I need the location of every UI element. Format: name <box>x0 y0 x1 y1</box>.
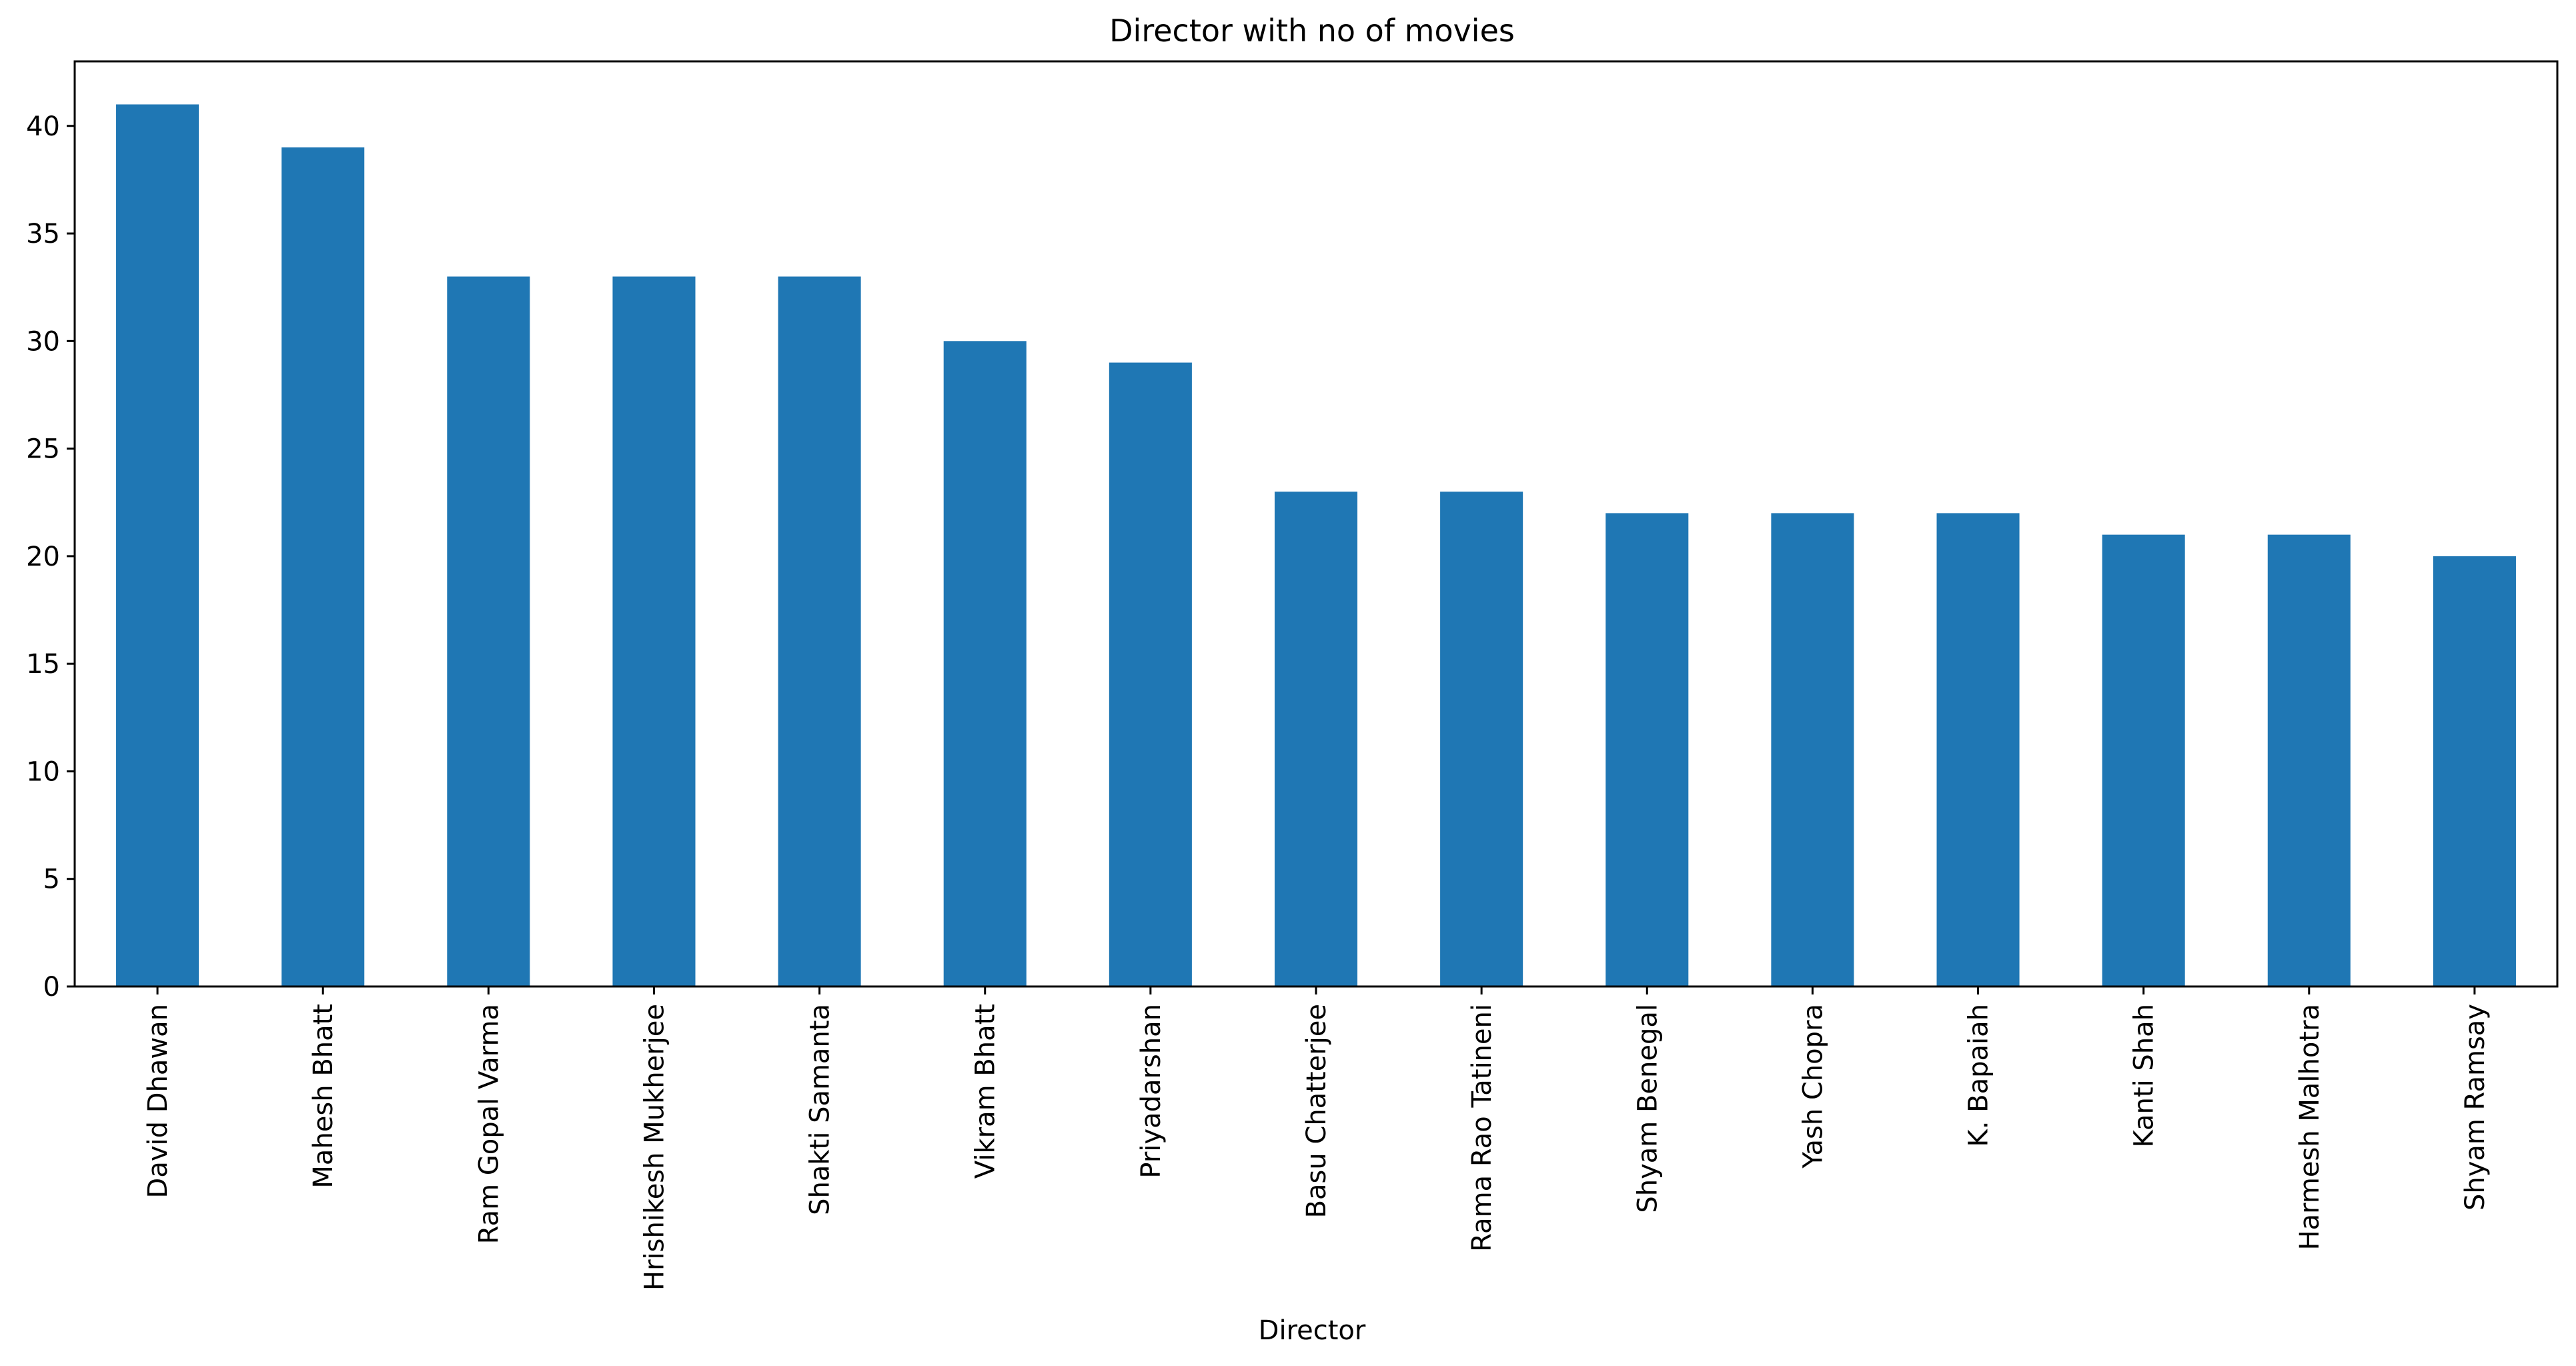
x-axis-label: Director <box>1259 1315 1366 1346</box>
bar-0 <box>116 104 199 987</box>
x-tick-label-1: Mahesh Bhatt <box>308 1004 339 1189</box>
x-tick-label-2: Ram Gopal Varma <box>474 1004 504 1244</box>
x-tick-label-7: Basu Chatterjee <box>1301 1004 1332 1218</box>
y-tick-label-8: 40 <box>26 111 60 142</box>
y-tick-label-7: 35 <box>26 219 60 249</box>
bar-1 <box>281 147 365 987</box>
x-tick-label-13: Harmesh Malhotra <box>2295 1004 2325 1250</box>
y-tick-label-1: 5 <box>43 864 60 895</box>
bar-13 <box>2267 534 2351 986</box>
bar-3 <box>612 276 696 987</box>
bar-5 <box>943 341 1027 987</box>
x-tick-label-8: Rama Rao Tatineni <box>1467 1004 1497 1252</box>
bar-11 <box>1936 513 2020 986</box>
y-tick-label-0: 0 <box>43 972 60 1002</box>
bar-10 <box>1771 513 1854 986</box>
x-tick-label-0: David Dhawan <box>143 1004 173 1198</box>
bar-7 <box>1274 492 1358 986</box>
y-tick-label-6: 30 <box>26 326 60 357</box>
x-tick-label-9: Shyam Benegal <box>1632 1004 1663 1213</box>
bar-8 <box>1440 492 1523 986</box>
chart-title: Director with no of movies <box>1109 13 1515 49</box>
x-tick-label-14: Shyam Ramsay <box>2460 1004 2491 1211</box>
x-tick-label-3: Hrishikesh Mukherjee <box>639 1004 670 1291</box>
bars-layer <box>116 104 2516 987</box>
bar-12 <box>2102 534 2185 986</box>
y-tick-label-4: 20 <box>26 542 60 572</box>
x-tick-label-6: Priyadarshan <box>1136 1004 1167 1179</box>
x-tick-label-11: K. Bapaiah <box>1964 1004 1994 1147</box>
x-tick-label-5: Vikram Bhatt <box>971 1004 1001 1179</box>
bar-2 <box>447 276 530 987</box>
y-tick-label-3: 15 <box>26 649 60 680</box>
bar-9 <box>1605 513 1689 986</box>
x-axis: David Dhawan Mahesh Bhatt Ram Gopal Varma H… <box>143 986 2491 1291</box>
bar-4 <box>778 276 861 987</box>
x-tick-label-4: Shakti Samanta <box>805 1004 836 1215</box>
bar-14 <box>2433 556 2516 986</box>
y-axis: 0 5 10 15 20 25 30 35 40 <box>26 111 75 1002</box>
bar-6 <box>1109 362 1192 986</box>
plot-frame <box>73 60 2559 988</box>
x-tick-label-12: Kanti Shah <box>2129 1004 2160 1148</box>
y-tick-label-5: 25 <box>26 434 60 465</box>
y-tick-label-2: 10 <box>26 756 60 787</box>
x-tick-label-10: Yash Chopra <box>1798 1004 1828 1169</box>
